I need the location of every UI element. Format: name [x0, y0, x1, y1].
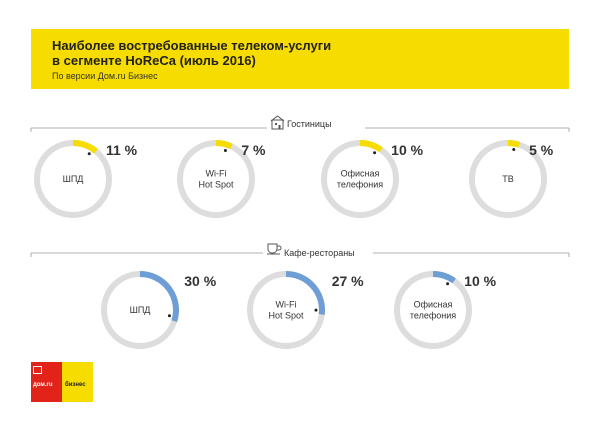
- donut-chart: 5 % ТВ: [469, 140, 554, 218]
- brand-logo: дом.ru бизнес: [31, 362, 93, 402]
- donut-value-label: 10 %: [391, 142, 423, 158]
- donut-value-arc: [139, 271, 179, 323]
- page-subtitle: По версии Дом.ru Бизнес: [52, 71, 158, 81]
- donut-category-label: ТВ: [502, 174, 514, 184]
- donut-marker-dot: [512, 148, 516, 152]
- donut-chart: 30 % ШПД: [101, 271, 217, 349]
- logo-left-text: дом.ru: [33, 382, 53, 388]
- section-label: Кафе-рестораны: [284, 248, 355, 258]
- logo-yellow-block: бизнес: [62, 362, 93, 402]
- logo-house-icon: [33, 366, 42, 374]
- donut-category-label: Hot Spot: [268, 311, 304, 321]
- donut-marker-dot: [167, 314, 171, 318]
- donut-value-arc: [507, 140, 521, 148]
- hotel-icon: [270, 115, 285, 130]
- donut-category-label: ШПД: [130, 305, 151, 315]
- donut-category-label: Hot Spot: [198, 180, 234, 190]
- donut-category-label: ШПД: [63, 174, 84, 184]
- hotel-icon-door: [278, 125, 281, 129]
- hotel-icon-window: [275, 123, 277, 125]
- section-label-bg: [267, 120, 365, 136]
- donut-value-arc: [215, 140, 233, 150]
- section-label: Гостиницы: [287, 119, 332, 129]
- donut-value-arc: [359, 140, 383, 153]
- donut-value-arc: [432, 271, 456, 284]
- donut-category-label: Офисная: [414, 300, 453, 310]
- donut-marker-dot: [446, 282, 450, 286]
- page-title-line1: Наиболее востребованные телеком-услуги: [52, 38, 332, 53]
- logo-red-block: дом.ru: [31, 362, 62, 402]
- donut-value-label: 27 %: [332, 273, 364, 289]
- donut-marker-dot: [373, 151, 377, 155]
- header-banner: Наиболее востребованные телеком-услуги в…: [31, 29, 569, 89]
- logo-right-text: бизнес: [65, 382, 86, 388]
- donut-value-arc: [72, 140, 98, 154]
- donut-category-label: телефония: [410, 311, 456, 321]
- donut-category-label: телефония: [337, 180, 383, 190]
- donut-value-arc: [285, 271, 325, 315]
- cup-icon-body: [267, 243, 278, 254]
- donut-category-label: Wi-Fi: [206, 169, 227, 179]
- donut-marker-dot: [223, 149, 227, 153]
- coffee-cup-icon: [267, 243, 282, 255]
- donut-value-label: 10 %: [464, 273, 496, 289]
- donut-value-label: 11 %: [106, 142, 138, 158]
- hotel-icon-roof: [270, 115, 285, 122]
- donut-value-label: 7 %: [241, 142, 266, 158]
- section-label-bg: [263, 245, 373, 261]
- hotel-icon-body: [271, 119, 284, 130]
- donut-marker-dot: [314, 308, 318, 312]
- donut-marker-dot: [87, 152, 91, 156]
- donut-category-label: Офисная: [341, 169, 380, 179]
- donut-value-label: 5 %: [529, 142, 554, 158]
- donut-value-label: 30 %: [184, 273, 216, 289]
- page-title-line2: в сегменте HoReCa (июль 2016): [52, 53, 256, 68]
- donut-chart: 11 % ШПД: [34, 140, 138, 218]
- donut-category-label: Wi-Fi: [276, 300, 297, 310]
- cup-icon-handle: [277, 245, 282, 251]
